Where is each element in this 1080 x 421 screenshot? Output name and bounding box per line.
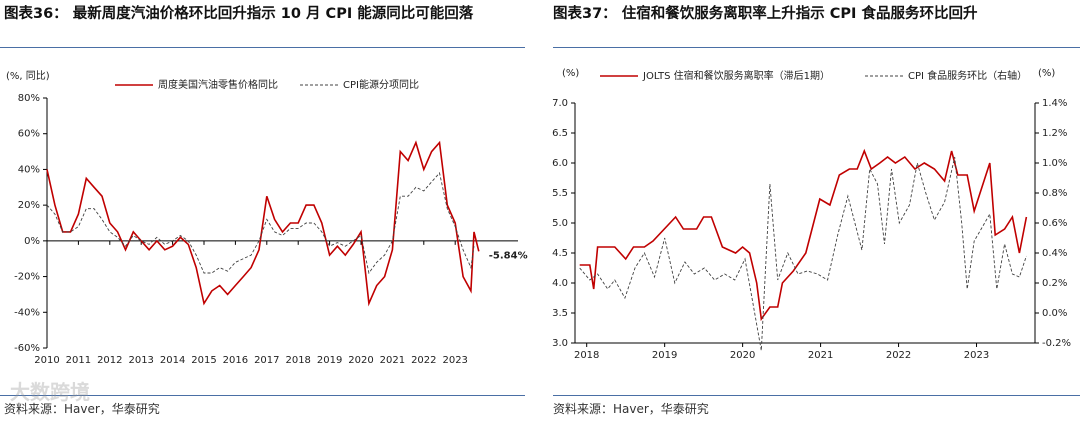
series-line <box>46 140 480 307</box>
watermark: 大数跨境 <box>10 380 90 404</box>
x-tick-label: 2023 <box>964 350 989 361</box>
title-rule <box>553 47 1080 48</box>
y-axis-label: (%) <box>562 68 579 79</box>
y-tick-label: 5.0 <box>552 218 568 229</box>
y2-tick-label: 0.4% <box>1042 248 1067 259</box>
chart-title: 图表36： 最新周度汽油价格环比回升指示 10 月 CPI 能源同比可能回落 <box>4 6 474 22</box>
y2-tick-label: 0.0% <box>1042 308 1067 319</box>
y2-tick-label: 0.6% <box>1042 218 1067 229</box>
x-tick-label: 2023 <box>442 355 467 366</box>
title-rule <box>0 47 525 48</box>
x-tick-label: 2017 <box>254 355 279 366</box>
y-tick-label: -40% <box>14 307 40 318</box>
x-tick-label: 2020 <box>348 355 373 366</box>
annotation: -5.84% <box>489 250 528 261</box>
x-tick-label: 2022 <box>886 350 911 361</box>
x-tick-label: 2010 <box>34 355 59 366</box>
y2-tick-label: -0.2% <box>1042 338 1071 349</box>
x-tick-label: 2019 <box>317 355 342 366</box>
x-tick-label: 2011 <box>66 355 91 366</box>
y2-tick-label: 0.8% <box>1042 188 1067 199</box>
y-tick-label: 40% <box>18 164 40 175</box>
series-line <box>579 156 1027 351</box>
chart-title: 图表37： 住宿和餐饮服务离职率上升指示 CPI 食品服务环比回升 <box>553 6 978 22</box>
y2-tick-label: 1.4% <box>1042 98 1067 109</box>
x-tick-label: 2018 <box>574 350 599 361</box>
x-tick-label: 2014 <box>160 355 185 366</box>
y-tick-label: 80% <box>18 93 40 104</box>
y-tick-label: -20% <box>14 272 40 283</box>
x-tick-label: 2020 <box>730 350 755 361</box>
y-tick-label: 60% <box>18 129 40 140</box>
x-tick-label: 2018 <box>285 355 310 366</box>
y-tick-label: 3.5 <box>552 308 568 319</box>
series-line <box>46 172 475 275</box>
y-tick-label: 4.5 <box>552 248 568 259</box>
y-tick-label: 20% <box>18 200 40 211</box>
y-tick-label: 6.5 <box>552 128 568 139</box>
x-tick-label: 2012 <box>97 355 122 366</box>
source-rule <box>0 395 525 396</box>
x-tick-label: 2019 <box>652 350 677 361</box>
y-tick-label: -60% <box>14 343 40 354</box>
x-tick-label: 2021 <box>380 355 405 366</box>
legend-label: CPI 食品服务环比（右轴） <box>908 69 1027 82</box>
x-tick-label: 2016 <box>223 355 248 366</box>
source-rule <box>553 395 1080 396</box>
legend-label: CPI能源分项同比 <box>343 78 419 91</box>
source: 资料来源：Haver，华泰研究 <box>4 402 160 416</box>
legend-label: 周度美国汽油零售价格同比 <box>158 78 278 91</box>
legend-label: JOLTS 住宿和餐饮服务离职率（滞后1期） <box>642 69 830 82</box>
y-tick-label: 0% <box>24 236 40 247</box>
y2-tick-label: 1.2% <box>1042 128 1067 139</box>
x-tick-label: 2013 <box>128 355 153 366</box>
y2-tick-label: 1.0% <box>1042 158 1067 169</box>
source: 资料来源：Haver，华泰研究 <box>553 402 709 416</box>
x-tick-label: 2021 <box>808 350 833 361</box>
y-tick-label: 4.0 <box>552 278 568 289</box>
x-tick-label: 2022 <box>411 355 436 366</box>
y2-axis-label: (%) <box>1038 68 1055 79</box>
y-axis-label: (%, 同比) <box>6 70 50 82</box>
y-tick-label: 7.0 <box>552 98 568 109</box>
y-tick-label: 6.0 <box>552 158 568 169</box>
x-tick-label: 2015 <box>191 355 216 366</box>
series-line <box>579 148 1028 322</box>
y2-tick-label: 0.2% <box>1042 278 1067 289</box>
y-tick-label: 5.5 <box>552 188 568 199</box>
y-tick-label: 3.0 <box>552 338 568 349</box>
